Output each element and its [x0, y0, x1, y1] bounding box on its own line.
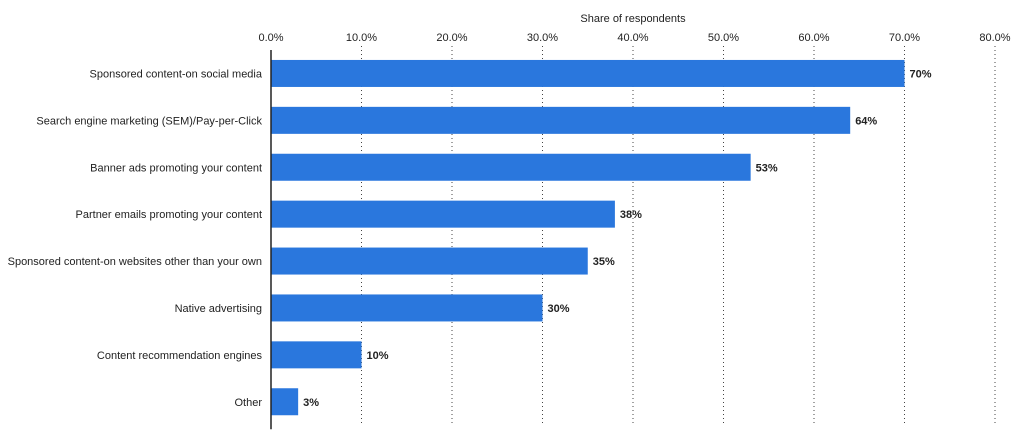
value-label: 35%: [593, 256, 615, 268]
category-label: Other: [234, 397, 262, 409]
bars: [271, 59, 905, 416]
value-label: 70%: [910, 68, 932, 80]
bar: [271, 294, 543, 322]
x-tick-labels: 0.0% 10.0% 20.0% 30.0% 40.0% 50.0% 60.0% 70.0% 8…: [258, 32, 1010, 44]
category-label: Native advertising: [175, 303, 262, 315]
value-label: 38%: [620, 209, 642, 221]
x-tick-label: 20.0%: [436, 32, 467, 44]
bar: [271, 341, 362, 369]
bar: [271, 388, 299, 416]
bar: [271, 106, 851, 134]
x-tick-label: 30.0%: [527, 32, 558, 44]
category-label: Search engine marketing (SEM)/Pay-per-Cl…: [36, 115, 262, 127]
x-axis-title: Share of respondents: [580, 13, 686, 25]
x-tick-label: 70.0%: [889, 32, 920, 44]
value-label: 10%: [367, 350, 389, 362]
category-label: Sponsored content-on social media: [90, 68, 263, 80]
value-label: 53%: [756, 162, 778, 174]
x-tick-label: 10.0%: [346, 32, 377, 44]
category-labels: Sponsored content-on social media Search …: [8, 68, 263, 408]
value-label: 64%: [855, 115, 877, 127]
gridlines: [361, 46, 996, 426]
x-tick-label: 60.0%: [798, 32, 829, 44]
bar: [271, 59, 905, 87]
bar: [271, 153, 751, 181]
x-tick-label: 40.0%: [617, 32, 648, 44]
category-label: Partner emails promoting your content: [76, 209, 262, 221]
value-label: 3%: [303, 397, 319, 409]
category-label: Content recommendation engines: [97, 350, 263, 362]
bar: [271, 200, 615, 228]
x-tick-label: 0.0%: [258, 32, 283, 44]
x-tick-label: 80.0%: [979, 32, 1010, 44]
category-label: Sponsored content-on websites other than…: [8, 256, 262, 268]
value-labels: 70% 64% 53% 38% 35% 30% 10% 3%: [303, 68, 932, 408]
x-tick-label: 50.0%: [708, 32, 739, 44]
bar: [271, 247, 588, 275]
value-label: 30%: [548, 303, 570, 315]
category-label: Banner ads promoting your content: [90, 162, 262, 174]
